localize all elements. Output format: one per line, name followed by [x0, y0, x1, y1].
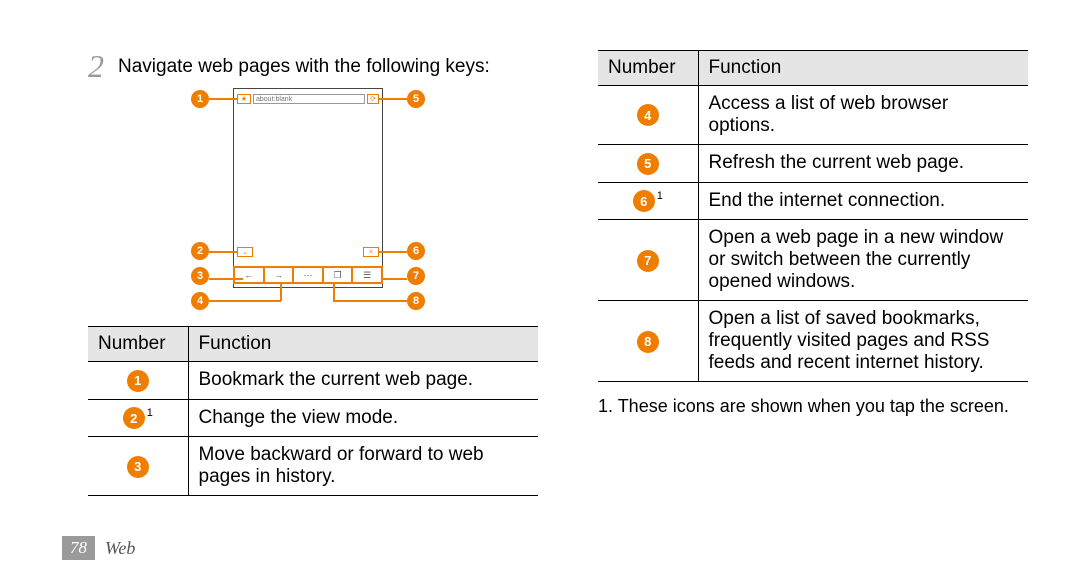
table-cell-number: 3: [88, 437, 188, 496]
menu-icon: ⋯: [294, 266, 324, 284]
table-row: 8 Open a list of saved bookmarks, frequen…: [598, 301, 1028, 382]
callout-8: 8: [407, 292, 425, 310]
callout-6: 6: [407, 242, 425, 260]
back-icon: ←: [233, 266, 265, 284]
callout-2: 2: [191, 242, 209, 260]
table-cell-function: End the internet connection.: [698, 182, 1028, 220]
footnote-ref: 1: [657, 190, 663, 202]
number-badge: 4: [637, 104, 659, 126]
phone-screen: [233, 88, 383, 288]
toolbar: ← → ⋯ ❐ ☰: [233, 266, 383, 284]
table-header-number: Number: [88, 327, 188, 362]
table-cell-number: 61: [598, 182, 698, 220]
table-cell-function: Access a list of web browser options.: [698, 86, 1028, 145]
callout-line: [379, 98, 407, 100]
callout-line: [383, 278, 407, 280]
footnote: 1. These icons are shown when you tap th…: [598, 396, 1028, 417]
table-cell-function: Change the view mode.: [188, 399, 538, 437]
callout-line: [209, 278, 243, 280]
callout-5: 5: [407, 90, 425, 108]
table-cell-number: 5: [598, 145, 698, 183]
number-badge: 7: [637, 250, 659, 272]
diagram-wrap: ★ about:blank ⟳ ⌄ × ← → ⋯ ❐ ☰ 1 2: [88, 88, 538, 308]
callout-line: [209, 251, 237, 253]
table-row: 5 Refresh the current web page.: [598, 145, 1028, 183]
table-cell-function: Bookmark the current web page.: [188, 362, 538, 400]
page-number: 78: [62, 536, 95, 560]
table-cell-number: 4: [598, 86, 698, 145]
callout-1: 1: [191, 90, 209, 108]
table-header-function: Function: [188, 327, 538, 362]
number-badge: 8: [637, 331, 659, 353]
table-header-function: Function: [698, 51, 1028, 86]
function-table-left: Number Function 1 Bookmark the current we…: [88, 326, 538, 496]
callout-line: [209, 98, 237, 100]
bookmark-icon: ★: [237, 94, 251, 104]
table-row: 61End the internet connection.: [598, 182, 1028, 220]
callout-line: [333, 300, 407, 302]
table-row: 7 Open a web page in a new window or swit…: [598, 220, 1028, 301]
callout-4: 4: [191, 292, 209, 310]
footnote-ref: 1: [147, 407, 153, 419]
bookmarks-icon: ☰: [353, 266, 383, 284]
page-footer: 78 Web: [62, 536, 135, 560]
number-badge: 5: [637, 153, 659, 175]
function-table-right: Number Function 4 Access a list of web br…: [598, 50, 1028, 382]
table-row: 1 Bookmark the current web page.: [88, 362, 538, 400]
number-badge: 2: [123, 407, 145, 429]
table-row: 4 Access a list of web browser options.: [598, 86, 1028, 145]
table-cell-number: 8: [598, 301, 698, 382]
step-row: 2 Navigate web pages with the following …: [88, 50, 538, 82]
refresh-icon: ⟳: [367, 94, 379, 104]
table-cell-number: 7: [598, 220, 698, 301]
close-icon: ×: [363, 247, 379, 257]
window-icon: ❐: [324, 266, 354, 284]
section-name: Web: [105, 538, 135, 559]
table-row: 21Change the view mode.: [88, 399, 538, 437]
table-cell-number: 1: [88, 362, 188, 400]
table-cell-function: Open a web page in a new window or switc…: [698, 220, 1028, 301]
step-number: 2: [88, 50, 104, 82]
address-text: about:blank: [253, 94, 365, 104]
callout-7: 7: [407, 267, 425, 285]
phone-diagram: ★ about:blank ⟳ ⌄ × ← → ⋯ ❐ ☰ 1 2: [173, 88, 453, 308]
number-badge: 6: [633, 190, 655, 212]
step-text: Navigate web pages with the following ke…: [118, 50, 490, 78]
table-cell-number: 21: [88, 399, 188, 437]
callout-line: [333, 284, 335, 301]
table-header-number: Number: [598, 51, 698, 86]
forward-icon: →: [265, 266, 295, 284]
table-row: 3 Move backward or forward to web pages i…: [88, 437, 538, 496]
callout-line: [280, 284, 282, 301]
view-mode-icon: ⌄: [237, 247, 253, 257]
callout-line: [379, 251, 407, 253]
number-badge: 3: [127, 456, 149, 478]
callout-3: 3: [191, 267, 209, 285]
callout-line: [209, 300, 281, 302]
table-cell-function: Open a list of saved bookmarks, frequent…: [698, 301, 1028, 382]
number-badge: 1: [127, 370, 149, 392]
address-bar: ★ about:blank ⟳: [233, 92, 383, 106]
table-cell-function: Refresh the current web page.: [698, 145, 1028, 183]
table-cell-function: Move backward or forward to web pages in…: [188, 437, 538, 496]
